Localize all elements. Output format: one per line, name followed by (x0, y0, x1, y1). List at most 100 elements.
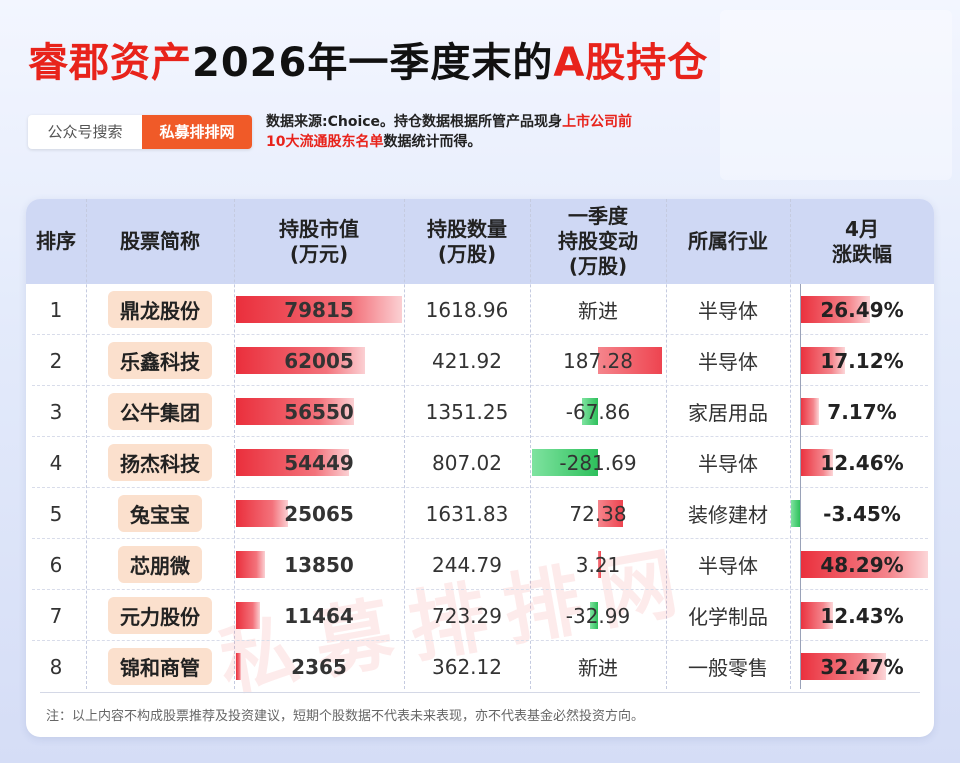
table-row: 3 公牛集团 56550 1351.25 -67.86 家居用品 7.17% (26, 386, 934, 437)
industry-cell: 一般零售 (688, 656, 768, 680)
header-quantity: 持股数量 (万股) (404, 199, 530, 284)
header-qty-line2: (万股) (437, 241, 497, 266)
april-change-value: 32.47% (820, 654, 904, 679)
rank-cell: 4 (49, 450, 63, 475)
change-value: -32.99 (565, 603, 631, 628)
april-change-cell: 48.29% (790, 539, 934, 590)
market-value-cell: 56550 (234, 386, 404, 437)
change-bar (532, 449, 598, 476)
stock-name-cell: 乐鑫科技 (86, 335, 234, 386)
change-value: 新进 (578, 299, 618, 323)
quantity-cell: 1351.25 (425, 399, 509, 424)
april-change-cell: 7.17% (790, 386, 934, 437)
column-divider (530, 199, 532, 689)
quantity-cell: 723.29 (432, 603, 502, 628)
stock-name: 芯朋微 (118, 546, 202, 583)
table-row: 4 扬杰科技 54449 807.02 -281.69 半导体 12.46% (26, 437, 934, 488)
rank-cell: 1 (49, 297, 63, 322)
april-change-cell: 12.46% (790, 437, 934, 488)
stock-name-cell: 元力股份 (86, 590, 234, 641)
market-value: 79815 (284, 297, 354, 322)
source-badge: 公众号搜索 私募排排网 (28, 115, 252, 149)
april-zero-axis (800, 284, 801, 689)
april-change-bar (800, 296, 871, 323)
row-separator (32, 385, 928, 386)
change-bar (598, 500, 624, 527)
april-change-value: 12.46% (820, 450, 904, 475)
market-value-cell: 62005 (234, 335, 404, 386)
rank-cell: 8 (49, 654, 63, 679)
quantity-cell: 421.92 (432, 348, 502, 373)
market-value-bar (236, 602, 260, 629)
quantity-cell: 807.02 (432, 450, 502, 475)
market-value: 2365 (291, 654, 347, 679)
header-chg-line1: 一季度 (568, 204, 628, 228)
row-separator (32, 334, 928, 335)
change-bar (598, 551, 601, 578)
rank-cell: 5 (49, 501, 63, 526)
column-divider (86, 199, 88, 689)
stock-name: 扬杰科技 (108, 444, 212, 481)
header-qty-line1: 持股数量 (427, 216, 507, 241)
rank-cell: 6 (49, 552, 63, 577)
change-cell: 72.38 (530, 488, 666, 539)
note-highlight-1: 上市公司前 (562, 114, 633, 130)
april-change-bar (800, 347, 846, 374)
quantity-cell: 362.12 (432, 654, 502, 679)
stock-name-cell: 扬杰科技 (86, 437, 234, 488)
header-mv-line1: 持股市值 (279, 216, 359, 241)
change-cell: 3.21 (530, 539, 666, 590)
change-cell: -32.99 (530, 590, 666, 641)
table-row: 5 兔宝宝 25065 1631.83 72.38 装修建材 -3.45% (26, 488, 934, 539)
stock-name-cell: 公牛集团 (86, 386, 234, 437)
stock-name: 元力股份 (108, 597, 212, 634)
change-cell: -281.69 (530, 437, 666, 488)
note-highlight-2: 10大流通股东名单 (266, 134, 384, 150)
april-change-bar (800, 449, 834, 476)
row-separator (32, 589, 928, 590)
title-part2: 2026年一季度末的 (192, 40, 554, 86)
stock-name: 乐鑫科技 (108, 342, 212, 379)
market-value-cell: 79815 (234, 284, 404, 335)
market-value: 13850 (284, 552, 354, 577)
april-change-bar (800, 551, 928, 578)
table-row: 8 锦和商管 2365 362.12 新进 一般零售 32.47% (26, 641, 934, 692)
title-part1: 睿郡资产 (28, 40, 192, 86)
brand-label: 私募排排网 (142, 115, 252, 149)
change-bar (582, 398, 598, 425)
rank-cell: 7 (49, 603, 63, 628)
row-separator (32, 640, 928, 641)
row-separator (32, 487, 928, 488)
market-value-bar (236, 653, 241, 680)
april-change-cell: 17.12% (790, 335, 934, 386)
row-separator (32, 436, 928, 437)
stock-name-cell: 芯朋微 (86, 539, 234, 590)
header-chg-line3: (万股) (568, 254, 628, 278)
market-value: 25065 (284, 501, 354, 526)
april-change-bar (790, 500, 800, 527)
stock-name: 锦和商管 (108, 648, 212, 685)
market-value: 62005 (284, 348, 354, 373)
change-value: 3.21 (575, 552, 621, 577)
column-divider (234, 199, 236, 689)
market-value-cell: 25065 (234, 488, 404, 539)
header-market-value: 持股市值 (万元) (234, 199, 404, 284)
header-industry: 所属行业 (688, 229, 768, 253)
market-value-cell: 13850 (234, 539, 404, 590)
april-change-value: 48.29% (820, 552, 904, 577)
april-change-cell: 32.47% (790, 641, 934, 692)
april-change-value: 12.43% (820, 603, 904, 628)
market-value-bar (236, 347, 365, 374)
header-rank: 排序 (36, 229, 76, 253)
table-header: 排序 股票简称 持股市值 (万元) 持股数量 (万股) 一季度 持股变动 (万股) 所属… (26, 199, 934, 284)
industry-cell: 半导体 (698, 452, 758, 476)
april-change-bar (800, 398, 819, 425)
stock-name-cell: 鼎龙股份 (86, 284, 234, 335)
market-value: 54449 (284, 450, 354, 475)
april-change-bar (800, 602, 833, 629)
industry-cell: 装修建材 (688, 503, 768, 527)
table-row: 7 元力股份 11464 723.29 -32.99 化学制品 12.43% (26, 590, 934, 641)
column-divider (790, 199, 792, 689)
quantity-cell: 244.79 (432, 552, 502, 577)
change-cell: -67.86 (530, 386, 666, 437)
